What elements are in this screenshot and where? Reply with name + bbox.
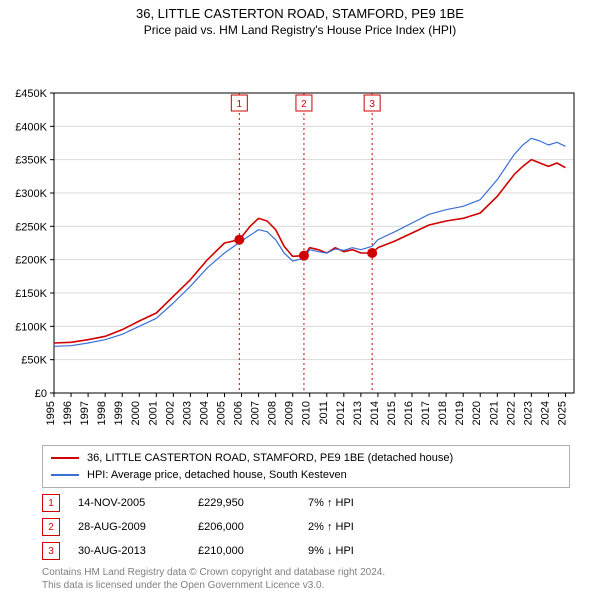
legend: 36, LITTLE CASTERTON ROAD, STAMFORD, PE9… [42, 445, 570, 488]
event-price: £206,000 [198, 521, 308, 533]
svg-text:£400K: £400K [15, 121, 47, 133]
svg-text:2003: 2003 [181, 401, 193, 425]
event-date: 14-NOV-2005 [78, 497, 198, 509]
svg-text:2022: 2022 [505, 401, 517, 425]
event-badge: 3 [42, 542, 60, 560]
svg-text:1996: 1996 [62, 401, 74, 425]
event-delta: 9% ↓ HPI [308, 545, 428, 557]
svg-text:£300K: £300K [15, 188, 47, 200]
event-badge: 1 [42, 494, 60, 512]
svg-text:2025: 2025 [556, 401, 568, 425]
svg-text:1997: 1997 [79, 401, 91, 425]
svg-text:£0: £0 [35, 388, 47, 400]
svg-text:2004: 2004 [198, 401, 210, 425]
svg-text:2006: 2006 [233, 401, 245, 425]
svg-text:2001: 2001 [147, 401, 159, 425]
svg-text:£350K: £350K [15, 155, 47, 167]
event-price: £210,000 [198, 545, 308, 557]
svg-text:2000: 2000 [130, 401, 142, 425]
legend-row-2: HPI: Average price, detached house, Sout… [51, 467, 561, 484]
svg-text:2013: 2013 [352, 401, 364, 425]
page-title: 36, LITTLE CASTERTON ROAD, STAMFORD, PE9… [0, 6, 600, 21]
svg-text:3: 3 [369, 99, 375, 110]
svg-text:2015: 2015 [386, 401, 398, 425]
event-row: 3 30-AUG-2013 £210,000 9% ↓ HPI [42, 542, 570, 560]
svg-text:1999: 1999 [113, 401, 125, 425]
svg-text:2005: 2005 [215, 401, 227, 425]
svg-text:2016: 2016 [403, 401, 415, 425]
events-table: 1 14-NOV-2005 £229,950 7% ↑ HPI 2 28-AUG… [42, 494, 570, 560]
svg-text:2018: 2018 [437, 401, 449, 425]
svg-text:2023: 2023 [522, 401, 534, 425]
page-subtitle: Price paid vs. HM Land Registry's House … [0, 23, 600, 37]
event-date: 28-AUG-2009 [78, 521, 198, 533]
footer: Contains HM Land Registry data © Crown c… [42, 566, 570, 592]
svg-text:2024: 2024 [539, 401, 551, 425]
svg-text:1998: 1998 [96, 401, 108, 425]
svg-text:£450K: £450K [15, 88, 47, 100]
svg-text:1995: 1995 [45, 401, 57, 425]
svg-text:1: 1 [237, 99, 243, 110]
svg-text:2012: 2012 [335, 401, 347, 425]
svg-text:£50K: £50K [21, 355, 47, 367]
svg-text:£250K: £250K [15, 221, 47, 233]
event-row: 1 14-NOV-2005 £229,950 7% ↑ HPI [42, 494, 570, 512]
svg-text:2017: 2017 [420, 401, 432, 425]
svg-text:£200K: £200K [15, 255, 47, 267]
svg-text:2020: 2020 [471, 401, 483, 425]
svg-text:2014: 2014 [369, 401, 381, 425]
legend-swatch-1 [51, 457, 79, 459]
svg-text:2: 2 [301, 99, 307, 110]
legend-label-1: 36, LITTLE CASTERTON ROAD, STAMFORD, PE9… [87, 450, 453, 467]
svg-text:2007: 2007 [250, 401, 262, 425]
svg-text:2010: 2010 [301, 401, 313, 425]
svg-text:2019: 2019 [454, 401, 466, 425]
legend-row-1: 36, LITTLE CASTERTON ROAD, STAMFORD, PE9… [51, 450, 561, 467]
svg-text:2002: 2002 [164, 401, 176, 425]
legend-label-2: HPI: Average price, detached house, Sout… [87, 467, 347, 484]
event-delta: 2% ↑ HPI [308, 521, 428, 533]
chart-container: £0 £50K £100K £150K £200K £250K £300K £350K £400… [0, 41, 600, 439]
svg-text:2008: 2008 [267, 401, 279, 425]
footer-line-2: This data is licensed under the Open Gov… [42, 579, 570, 592]
line-chart: £0 £50K £100K £150K £200K £250K £300K £350K £400… [0, 41, 600, 439]
event-date: 30-AUG-2013 [78, 545, 198, 557]
svg-text:£100K: £100K [15, 321, 47, 333]
legend-swatch-2 [51, 474, 79, 476]
svg-text:2021: 2021 [488, 401, 500, 425]
event-badge: 2 [42, 518, 60, 536]
svg-text:2009: 2009 [284, 401, 296, 425]
event-delta: 7% ↑ HPI [308, 497, 428, 509]
svg-text:2011: 2011 [318, 401, 330, 425]
event-price: £229,950 [198, 497, 308, 509]
svg-text:£150K: £150K [15, 288, 47, 300]
event-row: 2 28-AUG-2009 £206,000 2% ↑ HPI [42, 518, 570, 536]
footer-line-1: Contains HM Land Registry data © Crown c… [42, 566, 570, 579]
